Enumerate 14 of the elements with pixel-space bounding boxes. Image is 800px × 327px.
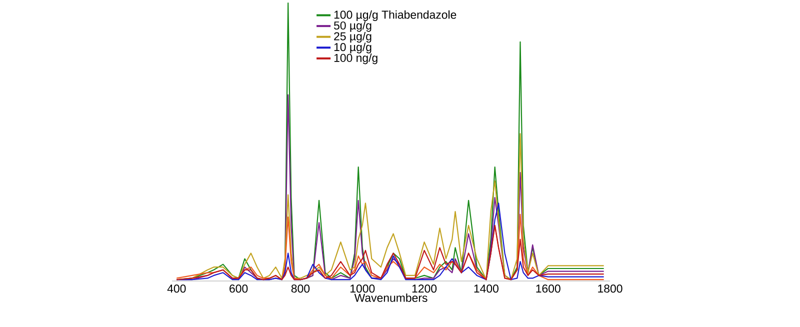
- legend-label: 100 ng/g: [334, 54, 378, 64]
- legend-label: 50 µg/g: [334, 21, 372, 32]
- legend-label: 10 µg/g: [334, 42, 372, 54]
- x-tick-label: 800: [291, 284, 310, 293]
- x-tick-label: 400: [167, 284, 186, 293]
- x-tick-label: 1200: [412, 284, 437, 293]
- x-axis-title: Wavenumbers: [354, 294, 428, 302]
- x-tick-label: 1400: [474, 284, 498, 293]
- x-tick-label: 1000: [350, 284, 375, 293]
- x-tick-label: 600: [230, 284, 248, 293]
- legend-label: 25 µg/g: [334, 32, 372, 43]
- x-tick-label: 1600: [536, 284, 560, 293]
- x-tick-label: 1800: [598, 284, 622, 293]
- legend-label: 100 µg/g Thiabendazole: [334, 10, 456, 22]
